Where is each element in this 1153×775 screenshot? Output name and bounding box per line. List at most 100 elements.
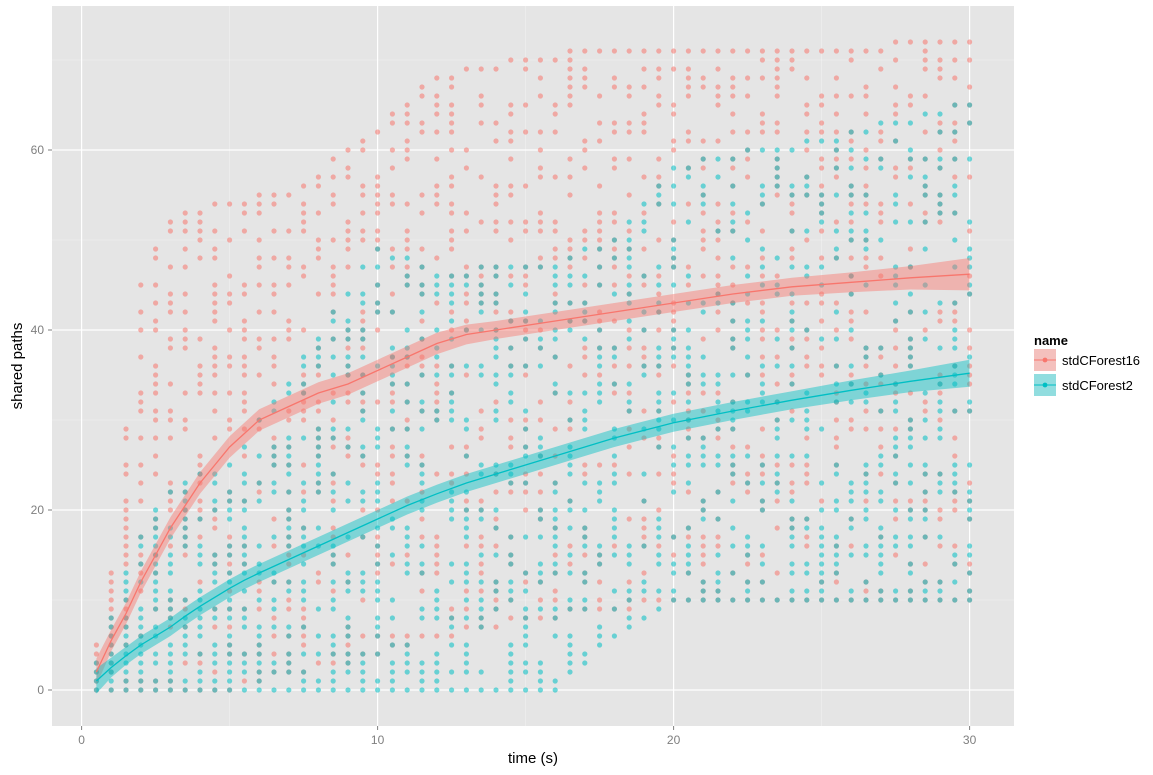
data-point-stdcforest16: [789, 48, 795, 54]
data-point-stdcforest16: [315, 408, 321, 414]
data-point-stdcforest16: [848, 138, 854, 144]
data-point-stdcforest16: [449, 84, 455, 90]
data-point-stdcforest2: [611, 552, 618, 558]
data-point-stdcforest2: [493, 336, 499, 342]
data-point-stdcforest16: [508, 102, 514, 108]
data-point-stdcforest2: [789, 534, 795, 540]
data-point-stdcforest16: [153, 453, 159, 459]
data-point-stdcforest2: [182, 678, 188, 684]
data-point-stdcforest2: [745, 534, 751, 540]
data-point-stdcforest16: [434, 570, 440, 576]
data-point-stdcforest16: [848, 156, 854, 162]
data-point-stdcforest2: [833, 399, 840, 405]
data-point-stdcforest16: [419, 84, 425, 90]
data-point-stdcforest16: [656, 291, 662, 297]
data-point-stdcforest16: [537, 129, 544, 135]
data-point-stdcforest16: [863, 183, 869, 189]
data-point-stdcforest16: [271, 633, 277, 639]
data-point-stdcforest2: [463, 642, 469, 648]
data-point-stdcforest2: [212, 687, 218, 693]
data-point-stdcforest2: [907, 462, 914, 468]
data-point-stdcforest2: [848, 552, 854, 558]
data-point-stdcforest2: [434, 597, 440, 603]
data-point-stdcforest2: [893, 192, 899, 198]
data-point-stdcforest2: [567, 651, 573, 657]
data-point-stdcforest2: [819, 534, 825, 540]
data-point-stdcforest16: [227, 363, 233, 369]
data-point-stdcforest2: [582, 507, 588, 513]
data-point-stdcforest2: [700, 588, 706, 594]
data-point-stdcforest16: [567, 246, 573, 252]
data-point-stdcforest2: [404, 444, 410, 450]
data-point-stdcforest2: [611, 381, 618, 387]
data-point-stdcforest2: [212, 570, 218, 576]
data-point-stdcforest16: [774, 354, 780, 360]
data-point-stdcforest2: [197, 588, 203, 594]
data-point-stdcforest16: [123, 561, 129, 567]
data-point-stdcforest16: [153, 246, 159, 252]
data-point-stdcforest16: [330, 237, 336, 243]
data-point-stdcforest16: [404, 228, 410, 234]
data-point-stdcforest2: [419, 606, 425, 612]
data-point-stdcforest16: [389, 291, 395, 297]
data-point-stdcforest2: [804, 183, 810, 189]
data-point-stdcforest2: [375, 597, 381, 603]
data-point-stdcforest2: [508, 264, 514, 270]
data-point-stdcforest16: [582, 228, 588, 234]
data-point-stdcforest2: [197, 471, 203, 477]
data-point-stdcforest16: [967, 327, 973, 333]
data-point-stdcforest2: [907, 156, 914, 162]
data-point-stdcforest2: [671, 201, 677, 207]
data-point-stdcforest2: [641, 228, 647, 234]
data-point-stdcforest2: [434, 327, 440, 333]
data-point-stdcforest16: [404, 201, 410, 207]
data-point-stdcforest2: [833, 138, 840, 144]
data-point-stdcforest2: [360, 579, 366, 585]
data-point-stdcforest2: [893, 282, 899, 288]
data-point-stdcforest2: [345, 444, 351, 450]
data-point-stdcforest2: [493, 354, 499, 360]
data-point-stdcforest16: [952, 174, 958, 180]
data-point-stdcforest2: [138, 687, 144, 693]
data-point-stdcforest16: [256, 264, 262, 270]
data-point-stdcforest2: [463, 597, 469, 603]
data-point-stdcforest16: [375, 507, 381, 513]
data-point-stdcforest2: [463, 417, 469, 423]
data-point-stdcforest2: [952, 156, 958, 162]
data-point-stdcforest2: [227, 651, 233, 657]
data-point-stdcforest16: [360, 309, 366, 315]
data-point-stdcforest16: [138, 354, 144, 360]
data-point-stdcforest16: [715, 138, 721, 144]
data-point-stdcforest2: [789, 264, 795, 270]
data-point-stdcforest16: [227, 327, 233, 333]
data-point-stdcforest16: [212, 363, 218, 369]
data-point-stdcforest16: [182, 219, 188, 225]
data-point-stdcforest16: [330, 660, 336, 666]
data-point-stdcforest2: [241, 534, 247, 540]
data-point-stdcforest16: [271, 201, 277, 207]
data-point-stdcforest16: [167, 264, 173, 270]
data-point-stdcforest2: [833, 570, 840, 576]
data-point-stdcforest2: [611, 507, 618, 513]
data-point-stdcforest16: [123, 552, 129, 558]
data-point-stdcforest16: [804, 354, 810, 360]
data-point-stdcforest16: [967, 228, 973, 234]
data-point-stdcforest2: [715, 552, 721, 558]
data-point-stdcforest16: [434, 102, 440, 108]
data-point-stdcforest2: [478, 669, 484, 675]
data-point-stdcforest16: [404, 264, 410, 270]
data-point-stdcforest2: [597, 633, 603, 639]
data-point-stdcforest16: [227, 237, 233, 243]
legend-key-point-stdcforest2: [1042, 382, 1048, 388]
data-point-stdcforest2: [907, 507, 914, 513]
data-point-stdcforest2: [848, 183, 854, 189]
data-point-stdcforest2: [656, 201, 662, 207]
data-point-stdcforest16: [715, 102, 721, 108]
data-point-stdcforest2: [863, 390, 869, 396]
data-point-stdcforest16: [700, 48, 706, 54]
data-point-stdcforest16: [123, 543, 129, 549]
data-point-stdcforest2: [478, 552, 484, 558]
data-point-stdcforest16: [804, 543, 810, 549]
data-point-stdcforest16: [419, 534, 425, 540]
data-point-stdcforest2: [360, 660, 366, 666]
